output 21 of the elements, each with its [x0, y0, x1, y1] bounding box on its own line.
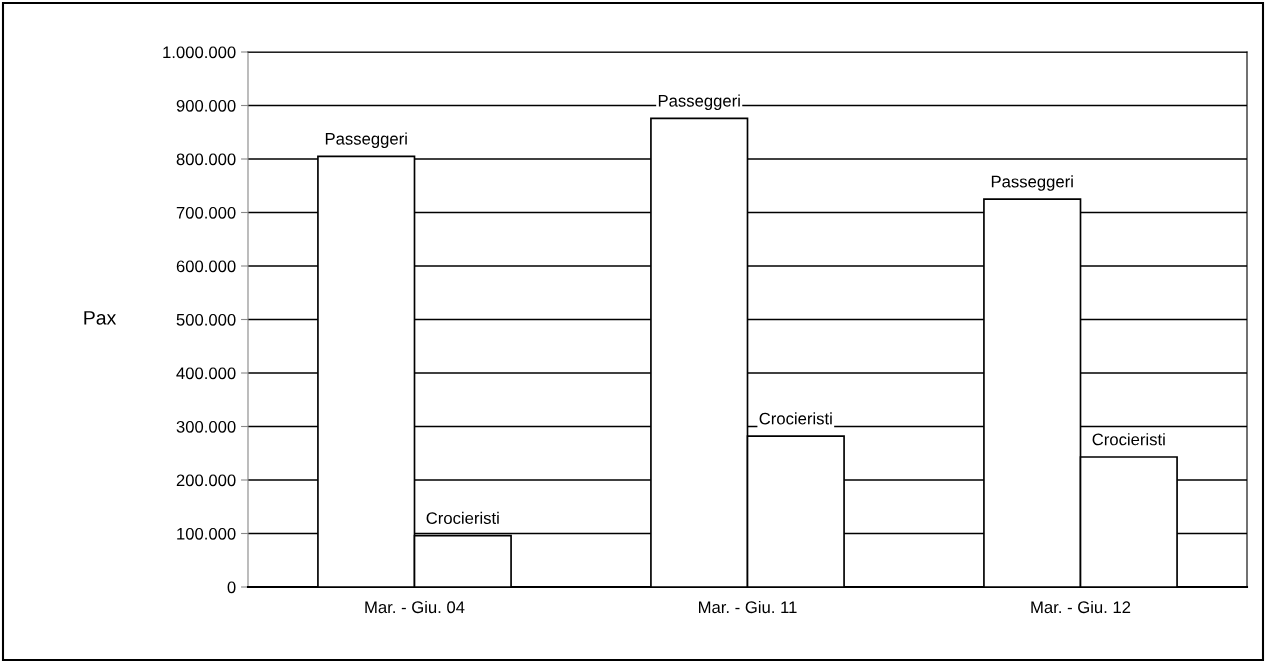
- text: Crocieristi: [1092, 433, 1165, 446]
- x-tick-label: Mar. - Giu. 04: [365, 600, 465, 614]
- y-tick-label: 900.000: [176, 99, 236, 112]
- text: Passeggeri: [991, 175, 1073, 191]
- y-tick-label: 100.000: [177, 527, 236, 540]
- y-tick-label: 800.000: [176, 153, 236, 166]
- y-tick-label: 1.000.000: [163, 46, 236, 59]
- x-tick-label: Mar. - Giu. 12: [1031, 600, 1131, 614]
- series-label: Passeggeri: [658, 94, 740, 111]
- y-tick-label: 700.000: [176, 206, 236, 219]
- y-tick-label: 0: [227, 581, 236, 594]
- y-tick-label: 400.000: [176, 367, 236, 380]
- y-tick-label: 200.000: [176, 474, 236, 487]
- y-tick-label: 300.000: [176, 420, 236, 433]
- y-tick-label: 600.000: [176, 260, 236, 273]
- text: Crocieristi: [759, 412, 832, 425]
- series-label: Crocieristi: [426, 511, 499, 525]
- y-axis-title: Pax: [84, 311, 117, 325]
- text: Passeggeri: [325, 132, 407, 148]
- y-tick-label: 500.000: [176, 313, 236, 326]
- x-tick-label: Mar. - Giu. 11: [699, 600, 797, 614]
